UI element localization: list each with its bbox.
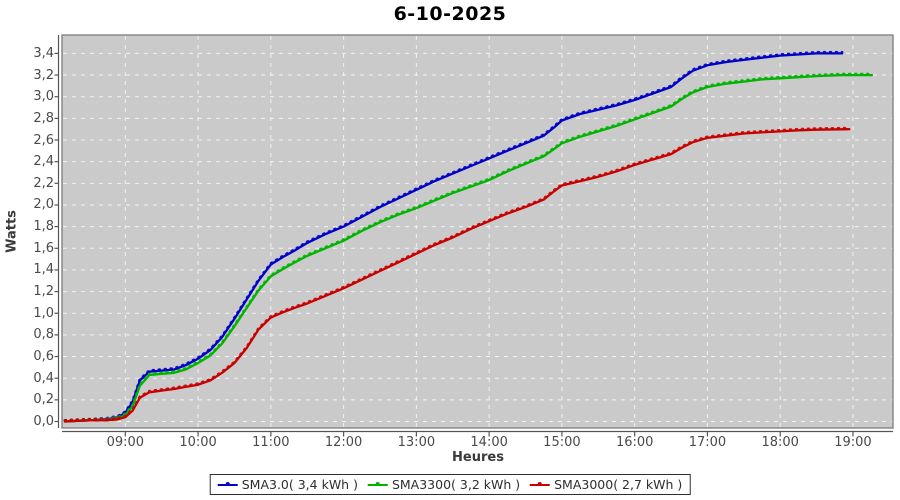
x-tick-label: 09:00 bbox=[106, 435, 145, 450]
x-tick-label: 12:00 bbox=[324, 435, 363, 450]
y-tick-label: 1,8 bbox=[33, 219, 54, 235]
y-tick-label: 2,2 bbox=[33, 175, 54, 191]
y-tick-label: 2,8 bbox=[33, 110, 54, 126]
axes bbox=[54, 35, 893, 437]
y-tick-label: 1,2 bbox=[33, 284, 54, 300]
legend-item: SMA3.0( 3,4 kWh ) bbox=[217, 477, 358, 492]
x-tick-label: 14:00 bbox=[470, 435, 508, 450]
y-tick-label: 0,8 bbox=[33, 327, 54, 343]
y-tick-label: 3,2 bbox=[33, 67, 54, 83]
legend-label: SMA3.0( 3,4 kWh ) bbox=[241, 477, 358, 492]
legend-swatch bbox=[217, 481, 238, 489]
legend-item: SMA3000( 2,7 kWh ) bbox=[530, 477, 682, 492]
series-points-1 bbox=[63, 72, 874, 422]
x-tick-label: 11:00 bbox=[252, 435, 290, 450]
y-tick-label: 1,6 bbox=[33, 240, 54, 256]
x-tick-label: 16:00 bbox=[615, 435, 654, 450]
y-tick-label: 0,0 bbox=[33, 414, 54, 429]
x-tick-label: 18:00 bbox=[761, 435, 799, 450]
legend-label: SMA3000( 2,7 kWh ) bbox=[554, 477, 683, 492]
y-tick-label: 0,2 bbox=[33, 392, 54, 408]
x-tick-label: 10:00 bbox=[179, 435, 217, 450]
x-axis-label: Heures bbox=[452, 450, 504, 465]
y-tick-label: 2,0 bbox=[33, 197, 54, 213]
legend-swatch-dot bbox=[375, 481, 380, 486]
y-tick-label: 3,0 bbox=[33, 89, 54, 105]
x-tick-label: 19:00 bbox=[834, 435, 872, 450]
y-tick-label: 1,4 bbox=[33, 262, 54, 278]
series-points-0 bbox=[63, 50, 844, 422]
y-tick-label: 1,0 bbox=[33, 305, 54, 321]
legend: SMA3.0( 3,4 kWh ) SMA3300( 3,2 kWh ) SMA30… bbox=[209, 474, 691, 495]
legend-swatch-dot bbox=[538, 481, 543, 486]
legend-swatch bbox=[367, 481, 388, 489]
y-tick-label: 3,4 bbox=[33, 45, 54, 61]
y-tick-label: 0,4 bbox=[33, 370, 54, 386]
y-tick-label: 0,6 bbox=[33, 349, 54, 365]
y-tick-label: 2,4 bbox=[33, 154, 54, 170]
legend-swatch bbox=[530, 481, 551, 489]
series-lines bbox=[63, 50, 874, 423]
series-points-2 bbox=[63, 126, 851, 422]
x-tick-label: 17:00 bbox=[688, 435, 727, 450]
y-tick-label: 2,6 bbox=[33, 132, 54, 148]
legend-label: SMA3300( 3,2 kWh ) bbox=[391, 477, 521, 492]
gridlines bbox=[63, 36, 892, 427]
x-tick-label: 13:00 bbox=[397, 435, 436, 450]
x-tick-label: 15:00 bbox=[543, 435, 581, 450]
chart-title: 6-10-2025 bbox=[393, 3, 507, 25]
legend-swatch-dot bbox=[225, 481, 230, 486]
legend-item: SMA3300( 3,2 kWh ) bbox=[367, 477, 521, 492]
